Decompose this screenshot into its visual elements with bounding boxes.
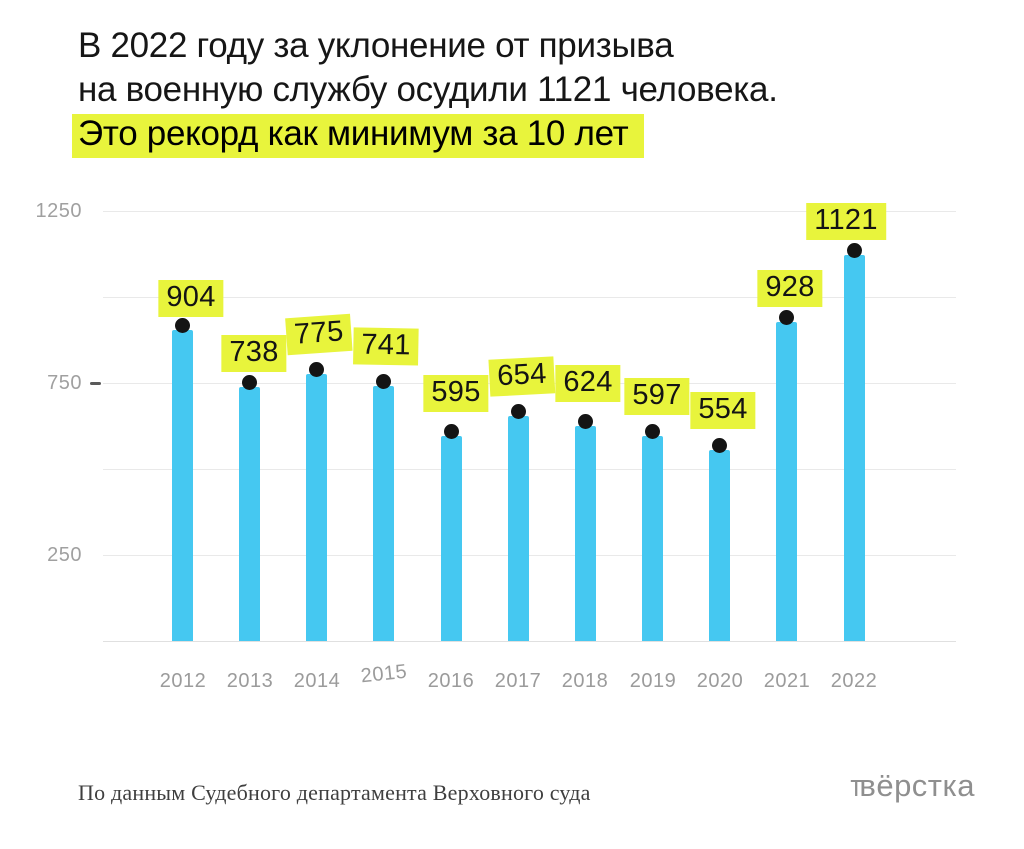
value-label: 654 <box>488 356 556 397</box>
x-tick-label: 2022 <box>830 670 878 692</box>
data-point-dot <box>242 375 257 390</box>
x-tick-label: 2019 <box>629 670 677 692</box>
gridline <box>103 211 956 212</box>
x-tick-label: 2014 <box>293 670 341 692</box>
bar-2012 <box>172 330 193 641</box>
x-tick-label: 2012 <box>159 670 207 692</box>
x-tick-label: 2018 <box>561 670 609 692</box>
data-point-dot <box>175 318 190 333</box>
value-label: 554 <box>690 392 756 429</box>
y-tick-label: 250 <box>47 544 82 566</box>
chart-title: В 2022 году за уклонение от призыва на в… <box>72 24 778 158</box>
value-label: 595 <box>423 375 489 412</box>
title-highlight: Это рекорд как минимум за 10 лет <box>72 114 645 158</box>
source-note: По данным Судебного департамента Верховн… <box>78 780 591 805</box>
logo-letter-t: т <box>849 768 863 803</box>
x-tick-label: 2020 <box>696 670 744 692</box>
value-label: 738 <box>221 335 287 372</box>
value-label: 928 <box>757 270 823 307</box>
bar-2014 <box>306 374 327 641</box>
title-line-3: Это рекорд как минимум за 10 лет <box>72 112 778 158</box>
value-label: 775 <box>285 313 353 356</box>
y-tick-label: 1250 <box>35 200 82 222</box>
value-label: 1121 <box>806 203 886 240</box>
data-point-dot <box>578 414 593 429</box>
data-point-dot <box>511 404 526 419</box>
bar-2015 <box>373 386 394 641</box>
value-label: 741 <box>353 327 419 366</box>
value-label: 904 <box>158 280 224 317</box>
value-label: 624 <box>555 365 621 402</box>
y-tick-dash <box>90 382 101 385</box>
bar-2021 <box>776 322 797 641</box>
bar-2019 <box>642 436 663 641</box>
data-point-dot <box>309 362 324 377</box>
data-point-dot <box>645 424 660 439</box>
x-tick-label: 2016 <box>427 670 475 692</box>
bar-chart: 1250 750 250 904 2012 738 2013 775 2014 741 2015 59… <box>0 185 1024 715</box>
bar-2016 <box>441 436 462 641</box>
bar-2018 <box>575 426 596 641</box>
logo-wordmark: вёрстка <box>859 768 975 803</box>
title-line-1: В 2022 году за уклонение от призыва <box>78 26 674 65</box>
x-tick-label: 2021 <box>763 670 811 692</box>
verstka-logo: твёрстка <box>849 768 975 804</box>
data-point-dot <box>779 310 794 325</box>
data-point-dot <box>712 438 727 453</box>
bar-2022 <box>844 255 865 641</box>
title-line-2: на военную службу осудили 1121 человека. <box>78 70 778 109</box>
data-point-dot <box>376 374 391 389</box>
bar-2020 <box>709 450 730 641</box>
value-label: 597 <box>624 378 690 415</box>
bar-2013 <box>239 387 260 641</box>
data-point-dot <box>847 243 862 258</box>
y-tick-label: 750 <box>47 372 82 394</box>
data-point-dot <box>444 424 459 439</box>
x-tick-label: 2017 <box>494 670 542 692</box>
x-tick-label: 2013 <box>226 670 274 692</box>
x-tick-label: 2015 <box>359 660 409 688</box>
gridline <box>103 555 956 556</box>
x-axis-baseline <box>103 641 956 642</box>
gridline <box>103 469 956 470</box>
gridline <box>103 297 956 298</box>
bar-2017 <box>508 416 529 641</box>
